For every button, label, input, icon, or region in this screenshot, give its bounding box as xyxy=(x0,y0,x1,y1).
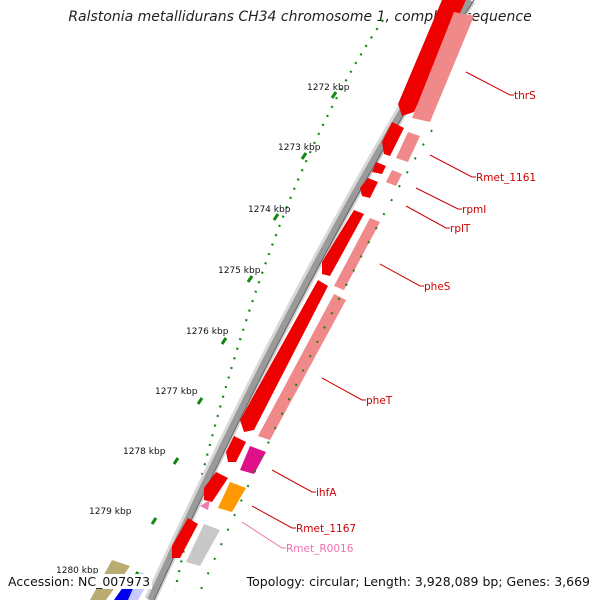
accession-text: Accession: NC_007973 xyxy=(6,574,153,589)
gene-leader-lines xyxy=(241,71,514,549)
gene-label-Rmet_1161[interactable]: Rmet_1161 xyxy=(476,172,536,184)
gene-label-rpmI[interactable]: rpmI xyxy=(462,204,486,216)
gene-rpmI-forward[interactable] xyxy=(372,162,386,174)
ruler-label: 1273 kbp xyxy=(278,143,321,153)
summary-text: Topology: circular; Length: 3,928,089 bp… xyxy=(244,574,592,589)
map-title: Ralstonia metallidurans CH34 chromosome … xyxy=(68,9,532,25)
gene-Rmet_R0016-forward[interactable] xyxy=(172,518,198,558)
gene-label-thrS[interactable]: thrS xyxy=(514,90,536,102)
gene-Rmet_R0016-reverse[interactable] xyxy=(186,524,220,566)
gene-label-ihfA[interactable]: ihfA xyxy=(316,487,337,499)
gene-labels: thrS Rmet_1161 rpmI rplT pheS pheT ihfA … xyxy=(286,90,536,555)
ruler-label: 1276 kbp xyxy=(186,327,229,337)
gene-pheS-reverse[interactable] xyxy=(334,218,380,290)
gene-Rmet_1161-reverse[interactable] xyxy=(396,132,420,162)
gene-pheT-reverse[interactable] xyxy=(258,294,346,440)
gene-label-pheS[interactable]: pheS xyxy=(424,281,451,293)
gene-ihfA-forward[interactable] xyxy=(226,436,246,462)
gene-label-Rmet_1167[interactable]: Rmet_1167 xyxy=(296,523,356,535)
gene-rplT-forward[interactable] xyxy=(360,178,378,198)
gene-label-Rmet_R0016[interactable]: Rmet_R0016 xyxy=(286,543,354,555)
gene-Rmet_1161-forward[interactable] xyxy=(382,122,404,156)
gene-rpmI-reverse[interactable] xyxy=(386,170,402,186)
gene-label-pheT[interactable]: pheT xyxy=(366,395,393,407)
ruler-label: 1275 kbp xyxy=(218,266,261,276)
ruler-label: 1278 kbp xyxy=(123,447,166,457)
gene-Rmet_R0016-small[interactable] xyxy=(200,500,210,510)
gene-label-rplT[interactable]: rplT xyxy=(450,223,471,235)
ruler-labels: 1272 kbp 1273 kbp 1274 kbp 1275 kbp 1276… xyxy=(56,83,350,576)
ruler-label: 1277 kbp xyxy=(155,387,198,397)
gene-Rmet_1167-reverse[interactable] xyxy=(218,482,246,512)
gene-thrS-reverse[interactable] xyxy=(412,12,474,122)
gene-ihfA-reverse[interactable] xyxy=(240,446,266,474)
reverse-track xyxy=(186,12,474,566)
ruler-label: 1272 kbp xyxy=(307,83,350,93)
ruler-label: 1280 kbp xyxy=(56,566,99,576)
ruler-label: 1279 kbp xyxy=(89,507,132,517)
gene-pheT-forward[interactable] xyxy=(240,280,328,432)
gene-pheS-forward[interactable] xyxy=(322,210,364,276)
ruler-label: 1274 kbp xyxy=(248,205,291,215)
gene-Rmet_1167-forward[interactable] xyxy=(204,472,228,502)
